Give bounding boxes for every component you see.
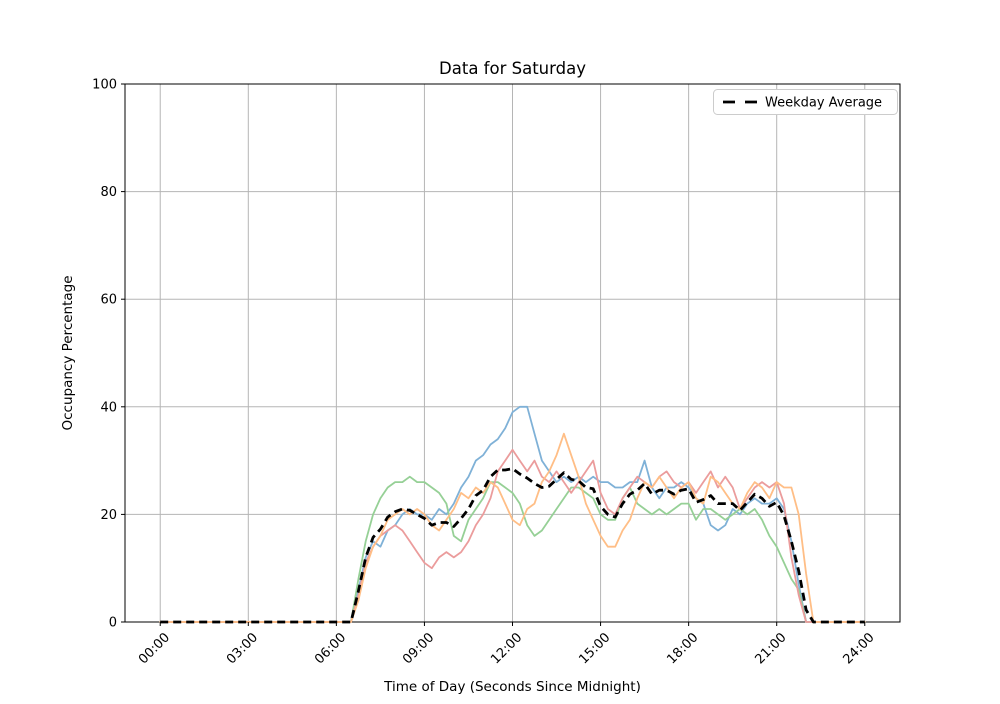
y-axis-label: Occupancy Percentage <box>60 275 76 430</box>
x-tick-label: 09:00 <box>400 630 437 667</box>
series-layer <box>159 405 866 624</box>
x-tick-label: 03:00 <box>224 630 261 667</box>
x-tick-label: 21:00 <box>752 630 789 667</box>
legend-label: Weekday Average <box>765 96 882 111</box>
x-tick-label: 06:00 <box>312 630 349 667</box>
x-tick-label: 24:00 <box>841 630 878 667</box>
y-tick-label: 60 <box>100 293 117 308</box>
x-tick-label: 12:00 <box>488 630 525 667</box>
legend: Weekday Average <box>713 89 898 115</box>
y-tick-label: 20 <box>100 508 117 523</box>
legend-box <box>713 89 898 115</box>
y-tick-label: 100 <box>92 78 117 93</box>
weekday-average-line <box>160 467 865 624</box>
x-tick-label: 15:00 <box>576 630 613 667</box>
grid-layer <box>125 83 900 623</box>
x-tick-label: 18:00 <box>664 630 701 667</box>
y-tick-label: 80 <box>100 185 117 200</box>
y-tick-label: 0 <box>109 616 117 631</box>
y-tick-label: 40 <box>100 400 117 415</box>
chart-title: Data for Saturday <box>439 59 586 78</box>
x-tick-label: 00:00 <box>136 630 173 667</box>
x-axis-label: Time of Day (Seconds Since Midnight) <box>383 679 641 695</box>
tick-layer: 00:00 03:00 06:00 09:00 12:00 15:00 18:00 21:00… <box>92 78 877 668</box>
